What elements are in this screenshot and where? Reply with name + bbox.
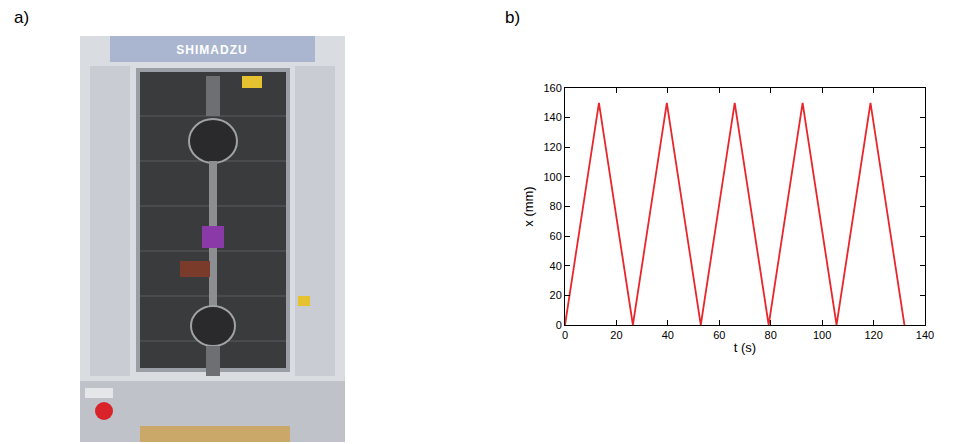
svg-text:140: 140 <box>543 111 561 123</box>
svg-text:x (mm): x (mm) <box>521 186 536 226</box>
svg-text:40: 40 <box>550 260 562 272</box>
svg-text:140: 140 <box>916 329 934 341</box>
svg-text:60: 60 <box>713 329 725 341</box>
svg-text:20: 20 <box>610 329 622 341</box>
svg-text:100: 100 <box>813 329 831 341</box>
svg-text:SHIMADZU: SHIMADZU <box>176 43 247 57</box>
svg-text:60: 60 <box>550 230 562 242</box>
svg-text:40: 40 <box>662 329 674 341</box>
svg-text:120: 120 <box>543 141 561 153</box>
svg-text:160: 160 <box>543 82 561 94</box>
svg-text:0: 0 <box>562 329 568 341</box>
html-text:b): b) <box>505 8 521 27</box>
svg-text:120: 120 <box>864 329 882 341</box>
svg-text:80: 80 <box>550 200 562 212</box>
svg-text:80: 80 <box>765 329 777 341</box>
svg-text:t (s): t (s) <box>734 340 756 355</box>
svg-text:0: 0 <box>556 319 562 331</box>
svg-text:20: 20 <box>550 289 562 301</box>
html-text:a): a) <box>14 8 30 27</box>
svg-text:100: 100 <box>543 171 561 183</box>
